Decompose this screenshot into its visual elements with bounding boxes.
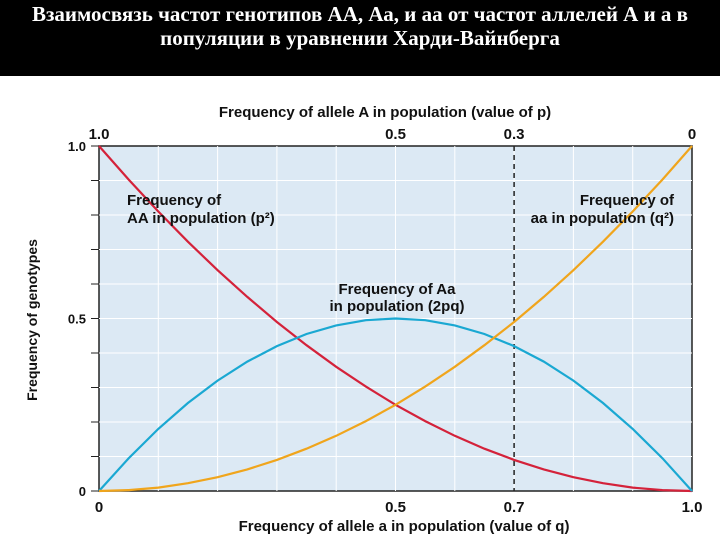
- top-tick-label: 0.3: [504, 126, 525, 143]
- y-tick-label: 0: [79, 484, 86, 499]
- y-axis-label: Frequency of genotypes: [24, 239, 40, 401]
- curve-aa: [98, 145, 693, 493]
- curve-Aa: [98, 317, 693, 492]
- x-tick-label: 0.5: [385, 499, 406, 516]
- slide-title-band: Взаимосвязь частот генотипов АА, Аа, и а…: [0, 0, 720, 76]
- label-aa: Frequency of aa in population (q²): [531, 192, 675, 227]
- slide-title: Взаимосвязь частот генотипов АА, Аа, и а…: [31, 2, 689, 50]
- y-tick-label: 0.5: [68, 312, 86, 327]
- label-Aa: Frequency of Aa in population (2pq): [330, 281, 465, 315]
- label-AA-line1: Frequency of: [127, 192, 222, 209]
- gridlines: [99, 146, 692, 491]
- top-tick-labels: 1.0 0.5 0.3 0: [89, 126, 697, 143]
- x-axis-label: Frequency of allele a in population (val…: [239, 518, 570, 535]
- x-tick-labels: 0 0.5 0.7 1.0: [95, 499, 703, 516]
- label-Aa-line1: Frequency of Aa: [339, 281, 457, 298]
- x-tick-label: 0.7: [504, 499, 525, 516]
- curves: [98, 145, 693, 493]
- top-axis-label: Frequency of allele A in population (val…: [219, 104, 551, 121]
- label-aa-line2: aa in population (q²): [531, 210, 674, 227]
- label-AA: Frequency of AA in population (p²): [127, 192, 275, 227]
- x-tick-label: 1.0: [682, 499, 703, 516]
- top-tick-label: 0.5: [385, 126, 406, 143]
- y-tick-labels: 0 0.5 1.0: [68, 139, 86, 499]
- y-axis-minor-ticks: [91, 145, 99, 492]
- label-Aa-line2: in population (2pq): [330, 298, 465, 315]
- top-tick-label: 0: [688, 126, 696, 143]
- label-AA-line2: AA in population (p²): [127, 210, 275, 227]
- top-tick-label: 1.0: [89, 126, 110, 143]
- label-aa-line1: Frequency of: [580, 192, 675, 209]
- x-tick-label: 0: [95, 499, 103, 516]
- y-tick-label: 1.0: [68, 139, 86, 154]
